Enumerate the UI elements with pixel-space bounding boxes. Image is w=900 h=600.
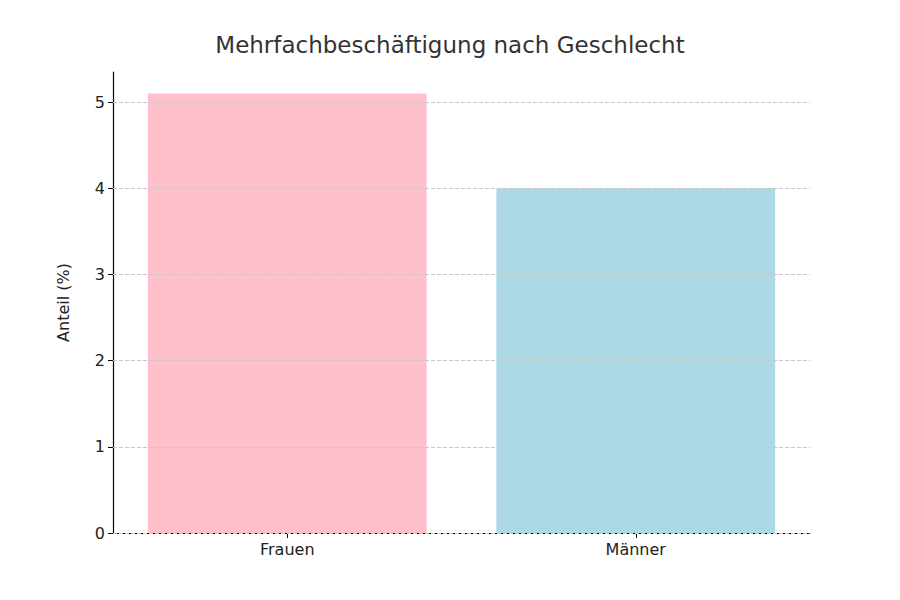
svg-text:5: 5 bbox=[95, 93, 105, 112]
svg-text:1: 1 bbox=[95, 437, 105, 456]
svg-text:Mehrfachbeschäftigung nach Ges: Mehrfachbeschäftigung nach Geschlecht bbox=[215, 32, 684, 58]
svg-text:4: 4 bbox=[95, 179, 105, 198]
svg-text:Frauen: Frauen bbox=[260, 540, 315, 559]
svg-text:Männer: Männer bbox=[606, 540, 667, 559]
svg-text:3: 3 bbox=[95, 265, 105, 284]
svg-text:Anteil (%): Anteil (%) bbox=[54, 263, 73, 342]
svg-text:0: 0 bbox=[95, 524, 105, 543]
svg-text:2: 2 bbox=[95, 351, 105, 370]
